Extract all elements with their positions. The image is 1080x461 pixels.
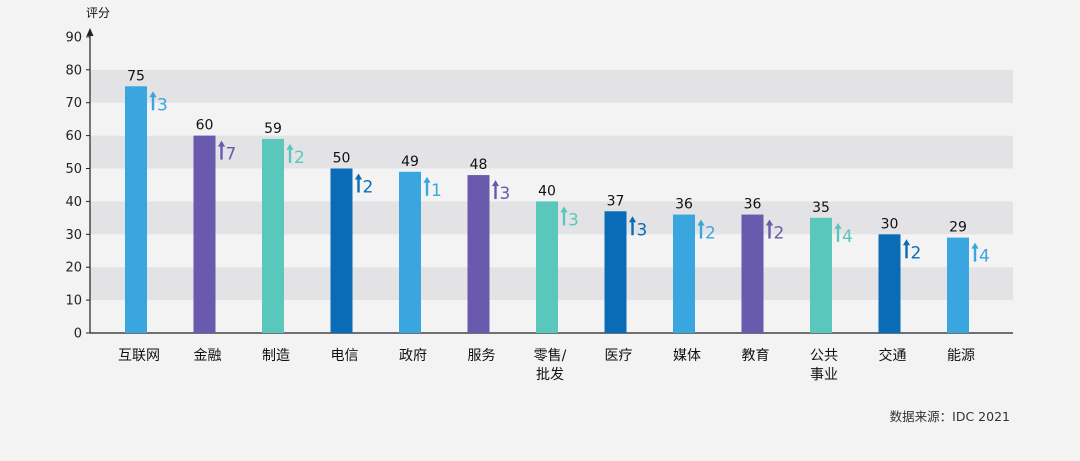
- y-tick-label: 0: [74, 327, 82, 342]
- bar: [741, 214, 764, 333]
- value-label: 29: [949, 220, 967, 236]
- value-label: 30: [881, 216, 899, 232]
- bar: [604, 211, 627, 333]
- bar: [536, 201, 558, 333]
- increase-arrowhead: [697, 219, 705, 226]
- increase-label: 2: [363, 178, 374, 198]
- value-label: 40: [538, 183, 556, 199]
- bar: [673, 214, 695, 333]
- category-label: 电信: [331, 348, 359, 364]
- y-tick-label: 60: [65, 129, 82, 144]
- increase-arrowhead: [902, 239, 911, 246]
- increase-arrowhead: [217, 140, 226, 147]
- category-label: 零售/: [534, 348, 567, 364]
- bar: [399, 171, 421, 333]
- grid-band: [90, 168, 1013, 202]
- value-label: 37: [607, 193, 625, 209]
- category-label: 政府: [399, 348, 427, 364]
- category-label: 能源: [947, 348, 975, 364]
- source-note: 数据来源：IDC 2021: [890, 409, 1010, 424]
- increase-label: 2: [294, 148, 305, 168]
- increase-arrowhead: [491, 180, 500, 187]
- value-label: 49: [401, 154, 419, 170]
- category-label: 公共: [810, 348, 838, 364]
- y-tick-label: 30: [65, 228, 82, 243]
- y-axis-title: 评分: [86, 6, 110, 20]
- y-tick-label: 20: [65, 261, 82, 276]
- category-label: 金融: [194, 348, 222, 364]
- increase-label: 7: [226, 145, 237, 165]
- increase-label: 2: [705, 224, 716, 244]
- value-label: 36: [675, 197, 693, 213]
- y-tick-label: 70: [65, 96, 82, 111]
- value-label: 35: [812, 200, 830, 216]
- increase-arrowhead: [834, 222, 842, 229]
- bar: [193, 135, 216, 333]
- increase-arrowhead: [765, 219, 774, 226]
- category-label: 事业: [810, 367, 838, 383]
- bars: [125, 86, 969, 333]
- grid-band: [90, 69, 1013, 103]
- value-label: 48: [470, 157, 488, 173]
- category-label: 互联网: [118, 348, 160, 364]
- increase-arrowhead: [354, 173, 363, 180]
- increase-label: 3: [568, 210, 579, 230]
- increase-label: 3: [157, 95, 168, 115]
- bar: [878, 234, 901, 333]
- grid-band: [90, 135, 1013, 169]
- increase-arrowhead: [971, 242, 979, 249]
- y-tick-label: 40: [65, 195, 82, 210]
- value-label: 50: [333, 151, 351, 167]
- value-label: 59: [264, 121, 282, 137]
- value-label: 75: [127, 68, 145, 84]
- y-tick-label: 80: [65, 63, 82, 78]
- increase-label: 2: [911, 243, 922, 263]
- category-label: 医疗: [605, 348, 633, 364]
- bar: [330, 168, 353, 333]
- category-label: 制造: [262, 348, 290, 364]
- increase-label: 4: [842, 227, 853, 247]
- bar: [262, 138, 284, 333]
- bar: [947, 237, 969, 333]
- increase-label: 4: [979, 247, 990, 267]
- bar: [125, 86, 147, 333]
- bar: [810, 217, 832, 333]
- y-ticks: 0 10 20 30 40 50 60 70 80 90: [65, 30, 90, 342]
- y-tick-label: 50: [65, 162, 82, 177]
- value-label: 36: [744, 197, 762, 213]
- category-label: 服务: [468, 348, 496, 364]
- increase-arrowhead: [560, 206, 568, 213]
- increase-label: 1: [431, 181, 442, 201]
- increase-arrowhead: [286, 143, 294, 150]
- category-label: 教育: [742, 348, 770, 364]
- increase-label: 3: [637, 220, 648, 240]
- increase-labels: 37 22 1 33 3 2 2 42 4: [149, 91, 990, 267]
- y-axis-arrow: [86, 28, 94, 36]
- grid-band: [90, 102, 1013, 136]
- value-label: 60: [196, 118, 214, 134]
- y-tick-label: 10: [65, 294, 82, 309]
- grid-bands: [90, 36, 1013, 333]
- increase-arrowhead: [149, 91, 157, 98]
- increase-label: 3: [500, 184, 511, 204]
- increase-arrowhead: [423, 176, 431, 183]
- category-label: 媒体: [673, 348, 701, 364]
- y-tick-label: 90: [65, 30, 82, 45]
- category-label: 交通: [879, 347, 907, 364]
- category-label: 批发: [536, 367, 564, 383]
- grid-band: [90, 36, 1013, 70]
- increase-arrowhead: [628, 216, 637, 223]
- increase-label: 2: [774, 224, 785, 244]
- bar: [467, 175, 490, 333]
